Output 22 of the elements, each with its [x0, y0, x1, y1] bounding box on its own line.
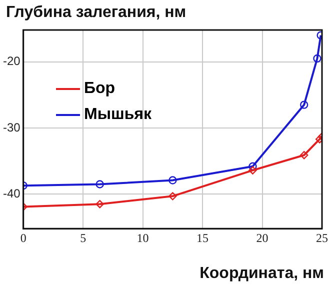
point [168, 176, 177, 184]
point [248, 166, 257, 174]
x-tick-label: 5 [80, 230, 86, 245]
point [313, 54, 322, 63]
y-tick-label: -30 [3, 120, 21, 134]
point [248, 162, 257, 170]
legend-label: Бор [84, 80, 116, 98]
point [168, 192, 177, 200]
y-tick-label: -40 [3, 186, 21, 200]
y-axis-title: Глубина залегания, нм [6, 4, 186, 22]
x-tick-label: 25 [316, 230, 328, 245]
y-tick-label: -20 [3, 54, 21, 68]
x-tick-label: 10 [136, 230, 149, 245]
point [300, 100, 308, 109]
point [300, 151, 308, 160]
x-axis-title: Координата, нм [200, 265, 324, 283]
x-tick-label: 0 [20, 230, 26, 245]
point [96, 180, 104, 188]
x-tick-label: 20 [256, 230, 268, 245]
point [96, 200, 104, 208]
x-tick-label: 15 [196, 230, 209, 245]
legend-label: Мышьяк [84, 106, 152, 124]
